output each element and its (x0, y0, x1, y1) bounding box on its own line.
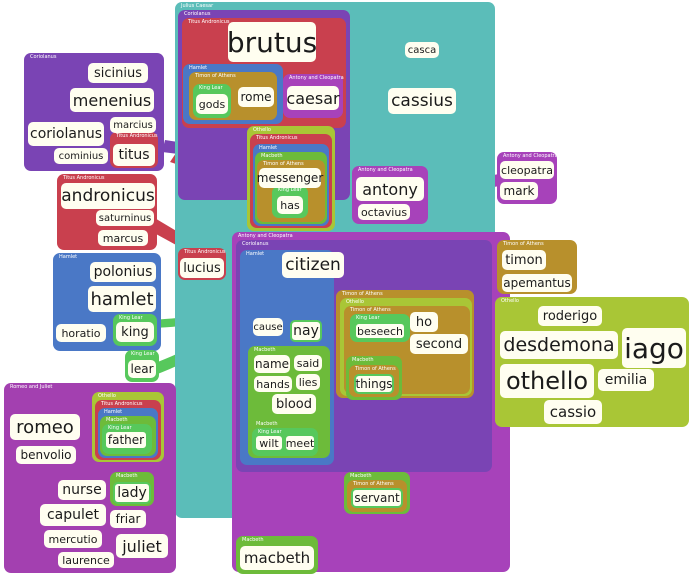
word-octavius: octavius (358, 204, 410, 220)
word-cleopatra: cleopatra (500, 161, 554, 179)
word-father: father (104, 430, 148, 450)
word-beseech: beseech (354, 322, 406, 340)
word-rome: rome (238, 87, 274, 107)
word-andronicus: andronicus (61, 183, 155, 209)
word-mercutio: mercutio (44, 530, 102, 548)
word-titus: titus (113, 144, 155, 166)
word-saturninus: saturninus (96, 210, 154, 226)
word-brutus: brutus (227, 22, 317, 62)
word-roderigo: roderigo (538, 306, 602, 326)
word-lies: lies (296, 374, 320, 390)
word-sicinius: sicinius (88, 63, 148, 83)
word-casca: casca (405, 42, 439, 58)
word-laurence: laurence (58, 552, 114, 568)
word-nurse: nurse (58, 480, 106, 500)
word-iago: iago (622, 328, 686, 368)
word-menenius: menenius (70, 88, 154, 112)
word-caesar: caesar (286, 86, 340, 110)
word-marcus: marcus (98, 230, 148, 246)
word-timon: timon (502, 250, 546, 270)
word-emilia: emilia (598, 369, 654, 391)
word-cominius: cominius (54, 148, 108, 164)
word-capulet: capulet (40, 504, 106, 526)
word-juliet: juliet (116, 534, 168, 558)
word-lear: lear (128, 360, 156, 378)
word-horatio: horatio (56, 324, 106, 342)
word-blood: blood (272, 394, 316, 414)
word-lady: lady (113, 482, 151, 504)
word-said: said (294, 355, 322, 371)
word-coriolanus: coriolanus (28, 122, 104, 146)
word-name: name (254, 355, 290, 373)
word-has: has (277, 196, 303, 214)
word-things: things (354, 374, 394, 394)
word-ho: ho (410, 312, 438, 332)
word-wilt: wilt (254, 434, 284, 452)
word-antony: antony (356, 177, 424, 201)
word-king: king (116, 322, 154, 342)
word-cause: cause (253, 318, 283, 336)
word-hands: hands (254, 376, 292, 392)
word-benvolio: benvolio (16, 446, 76, 464)
word-polonius: polonius (90, 262, 156, 282)
word-desdemona: desdemona (500, 331, 618, 359)
word-messenger: messenger (257, 168, 323, 188)
word-friar: friar (110, 510, 146, 528)
word-servant: servant (351, 488, 403, 508)
word-gods: gods (196, 94, 228, 114)
word-romeo: romeo (10, 414, 80, 440)
word-cassius: cassius (388, 88, 456, 114)
word-cassio: cassio (544, 400, 602, 424)
word-hamlet: hamlet (88, 286, 156, 312)
word-nay: nay (290, 320, 322, 342)
word-citizen: citizen (282, 252, 344, 278)
word-second: second (410, 334, 468, 354)
word-apemantus: apemantus (502, 274, 572, 292)
word-mark: mark (500, 182, 538, 200)
word-lucius: lucius (180, 258, 224, 278)
word-marcius: marcius (110, 117, 156, 133)
word-meet: meet (284, 434, 316, 452)
word-macbeth: macbeth (240, 546, 314, 570)
word-othello: othello (500, 364, 594, 398)
